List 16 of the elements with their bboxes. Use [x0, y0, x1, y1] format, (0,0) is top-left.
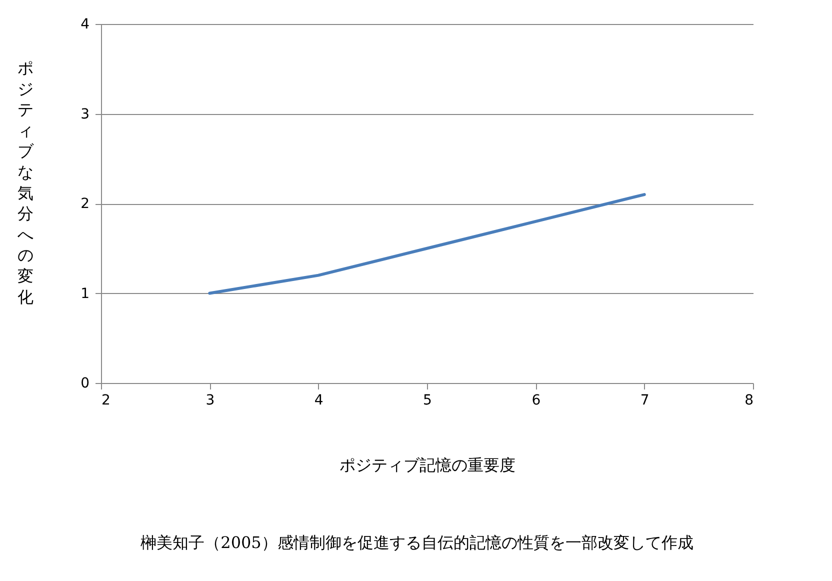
y-tick-label: 3 — [80, 106, 90, 122]
y-tick-label: 1 — [80, 286, 90, 302]
x-tick-label: 3 — [206, 392, 215, 408]
x-tick-label: 8 — [744, 392, 754, 408]
x-tick-label: 5 — [423, 392, 432, 408]
x-tick-label: 2 — [102, 392, 110, 408]
y-tick-label: 2 — [80, 196, 90, 212]
y-tick-label: 0 — [80, 376, 90, 392]
line-series — [208, 193, 646, 295]
text: ポジティブな気分への変化 — [18, 58, 34, 306]
x-tick-label: 6 — [532, 392, 541, 408]
y-tick-label: 4 — [80, 16, 90, 32]
x-axis-title: ポジティブ記憶の重要度 — [340, 456, 516, 474]
x-tick-label: 7 — [640, 392, 650, 408]
text: 榊美知子（2005）感情制御を促進する自伝的記憶の性質を一部改変して作成 — [140, 533, 694, 552]
x-tick-label: 4 — [314, 392, 324, 408]
